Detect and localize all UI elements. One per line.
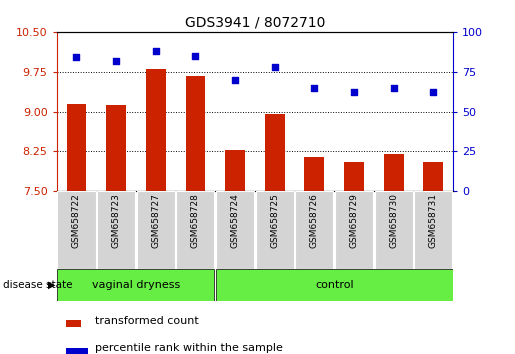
Text: ▶: ▶: [48, 280, 56, 290]
Text: disease state: disease state: [3, 280, 72, 290]
Text: GSM658728: GSM658728: [191, 194, 200, 249]
Bar: [344, 162, 364, 191]
Point: [191, 53, 199, 58]
Point: [310, 85, 318, 91]
Bar: [225, 150, 245, 191]
FancyBboxPatch shape: [256, 191, 294, 269]
Point: [350, 90, 358, 95]
Bar: [66, 320, 81, 327]
FancyBboxPatch shape: [296, 191, 333, 269]
Bar: [66, 348, 88, 354]
Bar: [265, 114, 285, 191]
Text: transformed count: transformed count: [95, 316, 198, 326]
Bar: [384, 154, 404, 191]
FancyBboxPatch shape: [58, 269, 214, 301]
FancyBboxPatch shape: [216, 191, 254, 269]
FancyBboxPatch shape: [137, 191, 175, 269]
FancyBboxPatch shape: [177, 191, 214, 269]
Text: GSM658726: GSM658726: [310, 194, 319, 249]
Title: GDS3941 / 8072710: GDS3941 / 8072710: [185, 15, 325, 29]
Point: [151, 48, 160, 54]
Bar: [106, 105, 126, 191]
FancyBboxPatch shape: [375, 191, 413, 269]
FancyBboxPatch shape: [216, 269, 454, 301]
Text: GSM658731: GSM658731: [429, 194, 438, 249]
Text: GSM658730: GSM658730: [389, 194, 398, 249]
FancyBboxPatch shape: [97, 191, 135, 269]
Bar: [66, 103, 87, 191]
Text: GSM658724: GSM658724: [231, 194, 239, 248]
Text: GSM658722: GSM658722: [72, 194, 81, 248]
FancyBboxPatch shape: [415, 191, 452, 269]
FancyBboxPatch shape: [58, 191, 95, 269]
Bar: [146, 69, 166, 191]
Point: [429, 90, 437, 95]
FancyBboxPatch shape: [335, 191, 373, 269]
Text: GSM658727: GSM658727: [151, 194, 160, 249]
Text: vaginal dryness: vaginal dryness: [92, 280, 180, 290]
Bar: [423, 162, 443, 191]
Point: [389, 85, 398, 91]
Point: [231, 77, 239, 82]
Point: [271, 64, 279, 70]
Text: control: control: [316, 280, 354, 290]
Point: [72, 55, 80, 60]
Bar: [185, 76, 205, 191]
Text: GSM658725: GSM658725: [270, 194, 279, 249]
Text: percentile rank within the sample: percentile rank within the sample: [95, 343, 283, 353]
Point: [112, 58, 120, 63]
Bar: [304, 156, 324, 191]
Text: GSM658723: GSM658723: [112, 194, 121, 249]
Text: GSM658729: GSM658729: [350, 194, 358, 249]
